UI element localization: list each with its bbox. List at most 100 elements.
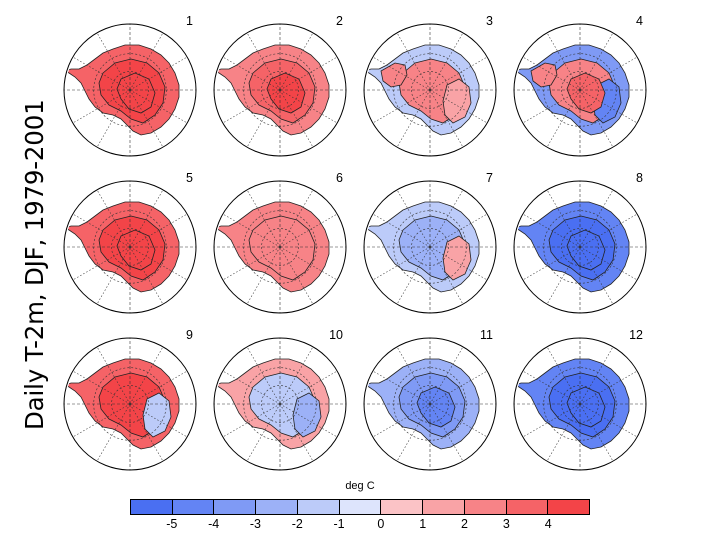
colorbar-tick-label: 0 [377,517,385,531]
meridian-line [72,89,131,124]
meridian-line [279,246,338,281]
map-panel: 9 [55,324,205,480]
meridian-line [72,213,131,248]
meridian-line [129,246,164,305]
meridian-line [429,370,488,405]
meridian-line [396,189,431,248]
map-boundary-circle [513,23,647,157]
meridian-line [546,189,581,248]
meridian-line [546,89,581,148]
panel-number: 5 [186,171,193,185]
map-boundary-circle [213,23,347,157]
map-panel: 2 [205,10,355,166]
meridian-line [129,89,188,124]
map-panel: 4 [505,10,655,166]
meridian-line [429,189,464,248]
map-boundary-circle [63,180,197,314]
polar-map [363,337,497,471]
map-grid: 1 2 3 4 5 6 7 8 9 10 11 12 [55,10,655,480]
polar-map [213,337,347,471]
meridian-line [429,246,464,305]
polar-map [513,23,647,157]
meridian-line [372,370,431,405]
latitude-circle [411,228,449,266]
latitude-circle [261,71,299,109]
panel-number: 9 [186,328,193,342]
colorbar-ticks: -5 -4 -3 -2 -1 0 1 2 3 4 [130,517,590,535]
meridian-line [429,89,488,124]
meridian-line [279,89,314,148]
meridian-line [546,346,581,405]
meridian-line [279,89,338,124]
meridian-line [429,89,464,148]
meridian-line [96,32,131,91]
panel-number: 12 [629,328,643,342]
meridian-line [96,346,131,405]
contour-region [116,72,156,114]
colorbar-tick-label: -2 [291,517,303,531]
panel-number: 6 [336,171,343,185]
meridian-line [579,32,614,91]
meridian-line [246,403,281,462]
map-boundary-circle [213,337,347,471]
meridian-line [279,32,314,91]
map-boundary-circle [63,337,197,471]
map-panel: 6 [205,167,355,323]
meridian-line [279,370,338,405]
meridian-line [429,32,464,91]
meridian-line [372,213,431,248]
meridian-line [579,89,614,148]
panel-number: 2 [336,14,343,28]
contour-region [566,229,606,271]
meridian-line [546,32,581,91]
polar-map [513,337,647,471]
colorbar-swatch [423,500,465,514]
colorbar-swatch [381,500,424,514]
colorbar-tick-label: -1 [333,517,345,531]
meridian-line [222,403,281,438]
latitude-circle [411,71,449,109]
panel-number: 1 [186,14,193,28]
latitude-circle [561,385,599,423]
meridian-line [546,403,581,462]
meridian-line [429,213,488,248]
meridian-line [129,189,164,248]
polar-map [363,23,497,157]
map-panel: 5 [55,167,205,323]
polar-map [213,180,347,314]
meridian-line [546,246,581,305]
meridian-line [396,32,431,91]
map-boundary-circle [63,23,197,157]
meridian-line [222,89,281,124]
panel-number: 7 [486,171,493,185]
meridian-line [129,56,188,91]
meridian-line [372,89,431,124]
panel-number: 4 [636,14,643,28]
map-panel: 8 [505,167,655,323]
meridian-line [279,189,314,248]
meridian-line [96,246,131,305]
panel-number: 3 [486,14,493,28]
meridian-line [429,346,464,405]
map-panel: 12 [505,324,655,480]
latitude-circle [111,228,149,266]
meridian-line [129,32,164,91]
meridian-line [372,246,431,281]
polar-map [63,23,197,157]
meridian-line [222,213,281,248]
polar-map [63,337,197,471]
meridian-line [129,89,164,148]
colorbar-swatch [464,500,507,514]
polar-map [213,23,347,157]
contour-region [248,215,316,281]
map-boundary-circle [363,180,497,314]
latitude-circle [111,71,149,109]
meridian-line [96,403,131,462]
latitude-circle [111,385,149,423]
contour-region [566,386,606,428]
meridian-line [72,246,131,281]
colorbar-swatch [506,500,549,514]
meridian-line [246,189,281,248]
meridian-line [396,346,431,405]
meridian-line [129,246,188,281]
